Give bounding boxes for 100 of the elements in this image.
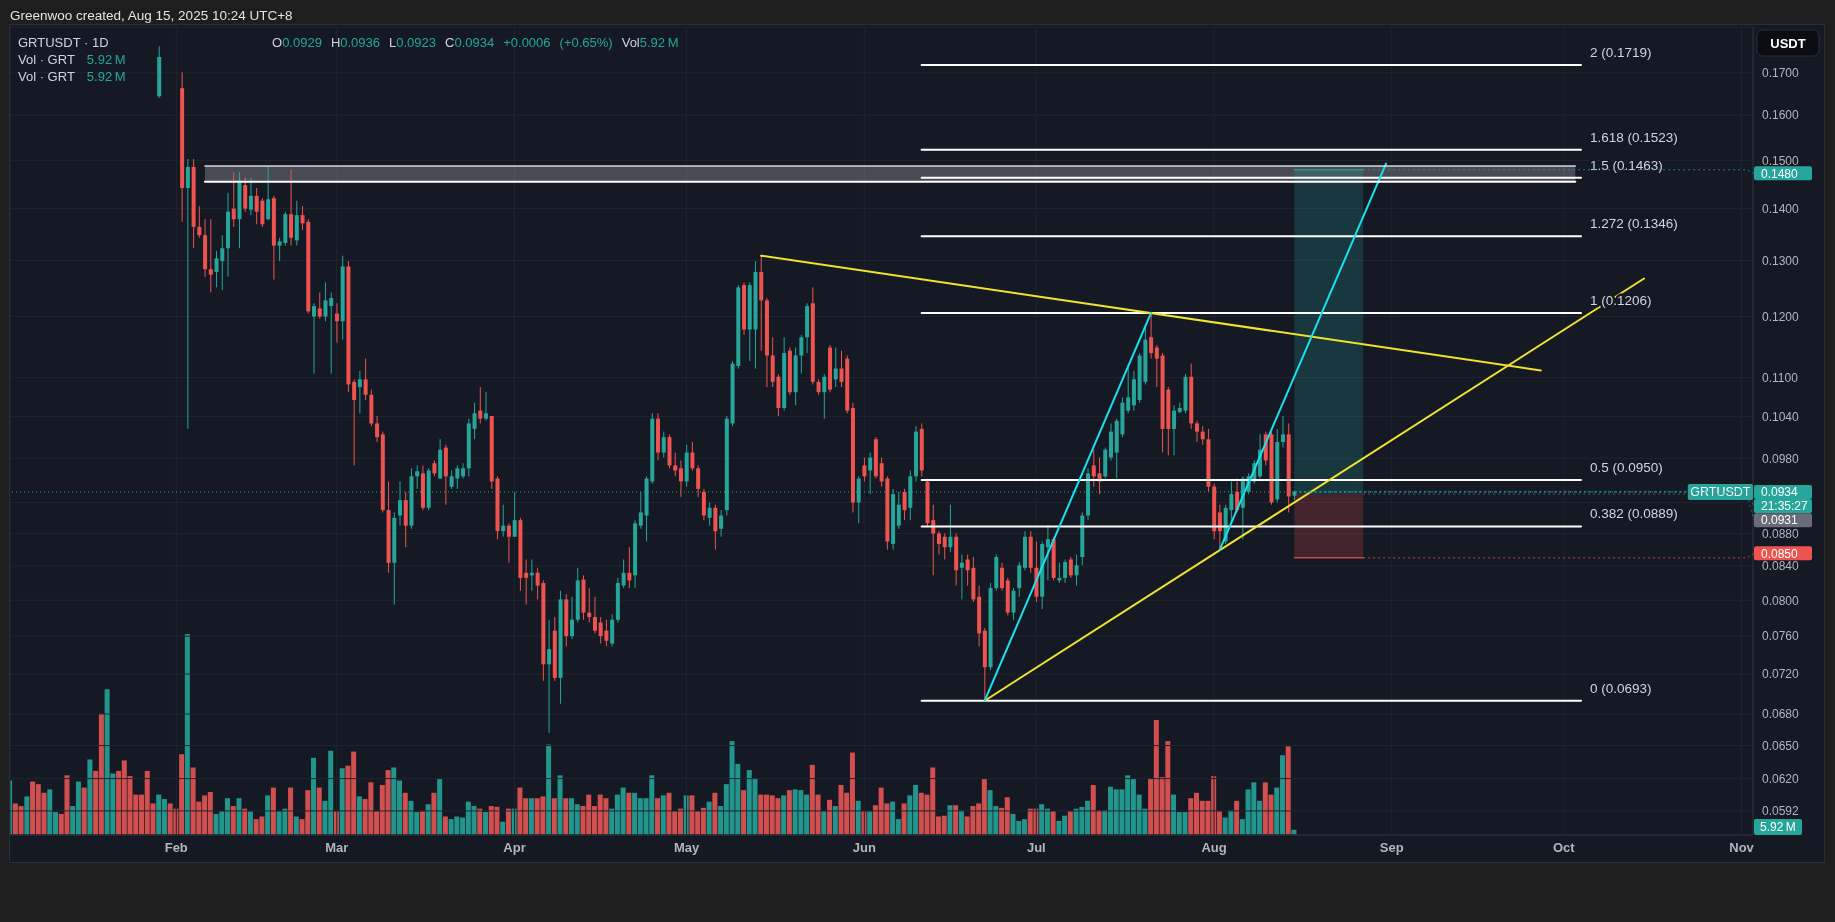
candlestick <box>1217 504 1222 551</box>
candlestick <box>701 488 706 521</box>
y-tick-label: 0.1040 <box>1762 409 1800 424</box>
candlestick <box>289 168 294 247</box>
candlestick <box>1063 558 1068 584</box>
candlestick <box>329 291 334 375</box>
x-tick-label: Jun <box>852 840 876 856</box>
candlestick <box>1154 344 1159 388</box>
y-tick-label: 0.0800 <box>1762 593 1800 608</box>
bar <box>270 787 276 835</box>
series-label: 0.5 (0.0950) <box>1589 460 1663 475</box>
bar <box>1285 746 1291 835</box>
bar <box>483 812 489 835</box>
candlestick <box>822 373 827 420</box>
y-tick-label: 0.0840 <box>1762 559 1800 574</box>
candlestick <box>839 350 844 388</box>
candlestick <box>799 334 804 375</box>
y-tick-label: 0.1400 <box>1762 201 1800 216</box>
candlestick <box>323 281 328 322</box>
y-tick-label: 0.1100 <box>1762 370 1799 385</box>
candlestick <box>1149 312 1154 360</box>
candlestick <box>690 441 695 471</box>
bar <box>528 798 534 835</box>
candlestick <box>231 171 236 228</box>
y-tick-label: 0.1300 <box>1762 253 1800 268</box>
candlestick <box>1068 556 1073 579</box>
series-label: 1.272 (0.1346) <box>1589 216 1678 232</box>
bar <box>356 796 362 835</box>
series-label: 1.618 (0.1523) <box>1589 129 1678 145</box>
candlestick <box>1091 449 1096 488</box>
y-tick-label: 0.1600 <box>1762 108 1800 123</box>
candlestick <box>707 501 712 527</box>
candlestick <box>375 415 380 443</box>
candlestick <box>570 596 575 640</box>
bar <box>660 795 666 835</box>
x-tick-label: Nov <box>1729 840 1755 856</box>
annotation: 0.0931 <box>1761 513 1799 528</box>
y-tick-label: 0.0760 <box>1762 629 1800 644</box>
candlestick <box>524 558 529 606</box>
bar <box>230 806 236 835</box>
bar <box>546 744 552 835</box>
bar <box>81 787 87 835</box>
x-tick-label: May <box>673 840 700 856</box>
annotation: Vol · GRT 5.92 M <box>18 52 126 67</box>
candlestick <box>208 218 213 293</box>
candlestick <box>942 533 947 560</box>
candlestick <box>621 558 626 589</box>
series-label: 2 (0.1719) <box>1589 45 1652 61</box>
bar <box>184 634 190 835</box>
candlestick <box>312 302 317 375</box>
candlestick <box>948 504 953 553</box>
bar <box>1050 811 1056 835</box>
bar <box>236 798 242 835</box>
x-tick-label: Feb <box>164 840 188 856</box>
candlestick <box>1172 404 1177 456</box>
candlestick <box>1000 562 1005 592</box>
bar <box>821 811 827 835</box>
candlestick <box>478 386 483 424</box>
candlestick <box>719 509 724 538</box>
bar <box>1067 811 1073 835</box>
candlestick <box>1194 420 1199 443</box>
bar <box>855 800 861 835</box>
text: GRTUSDT · 1D <box>18 34 110 51</box>
candlestick <box>1280 415 1285 449</box>
bar <box>786 790 792 835</box>
bar <box>712 792 718 835</box>
series-label: 0.382 (0.0889) <box>1589 506 1678 522</box>
candlestick <box>1074 554 1079 587</box>
candlestick <box>862 457 867 482</box>
y-tick-label: 0.0620 <box>1762 771 1800 786</box>
bar <box>288 787 294 835</box>
candlestick <box>363 358 368 401</box>
annotation: Vol · GRT 5.92 M <box>18 69 126 84</box>
candlestick <box>317 291 322 320</box>
candlestick <box>185 158 190 430</box>
candlestick <box>661 431 666 459</box>
bar <box>655 798 661 835</box>
candlestick <box>833 347 838 388</box>
bar <box>247 811 253 835</box>
x-tick-label: Aug <box>1201 840 1227 856</box>
x-tick-label: Jul <box>1026 840 1046 856</box>
candlestick <box>902 488 907 521</box>
y-tick-label: 0.1200 <box>1762 309 1800 324</box>
x-tick-label: Oct <box>1552 840 1576 856</box>
y-tick-label: 0.0980 <box>1762 451 1800 466</box>
candlestick <box>1200 425 1205 446</box>
bar <box>626 792 632 835</box>
bar <box>316 787 322 835</box>
bar <box>901 803 907 835</box>
bar <box>402 792 408 835</box>
candlestick <box>197 205 202 239</box>
candlestick <box>266 165 271 221</box>
bar <box>311 757 317 835</box>
candlestick <box>678 459 683 498</box>
y-axis-title: USDT <box>1770 35 1806 51</box>
bar <box>293 816 299 835</box>
bar <box>563 798 569 835</box>
candlestick <box>673 452 678 477</box>
bar <box>425 804 431 835</box>
bar <box>557 775 563 835</box>
